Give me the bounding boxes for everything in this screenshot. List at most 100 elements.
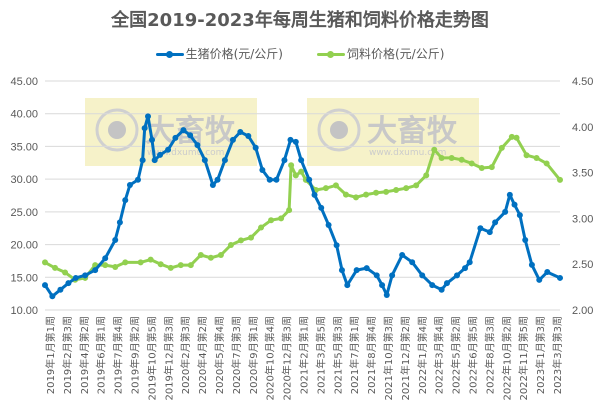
data-point[interactable]	[344, 282, 351, 289]
data-point[interactable]	[209, 182, 216, 189]
data-point[interactable]	[92, 267, 99, 274]
data-point[interactable]	[82, 272, 89, 279]
data-point[interactable]	[528, 261, 535, 268]
data-point[interactable]	[383, 291, 390, 298]
data-point[interactable]	[258, 224, 265, 231]
data-point[interactable]	[221, 157, 228, 164]
data-point[interactable]	[288, 162, 295, 169]
data-point[interactable]	[217, 252, 224, 259]
data-point[interactable]	[557, 274, 563, 281]
data-point[interactable]	[492, 219, 499, 226]
data-point[interactable]	[147, 256, 154, 263]
data-point[interactable]	[477, 225, 484, 232]
data-point[interactable]	[516, 212, 523, 219]
data-point[interactable]	[466, 259, 473, 266]
data-point[interactable]	[112, 263, 119, 270]
data-point[interactable]	[194, 142, 201, 149]
data-point[interactable]	[266, 176, 273, 183]
data-point[interactable]	[429, 282, 436, 289]
data-point[interactable]	[292, 138, 299, 145]
data-point[interactable]	[523, 152, 530, 159]
data-point[interactable]	[197, 252, 204, 259]
data-point[interactable]	[42, 259, 48, 266]
data-point[interactable]	[201, 157, 208, 164]
data-point[interactable]	[502, 208, 509, 215]
data-point[interactable]	[383, 188, 390, 195]
data-point[interactable]	[126, 182, 133, 189]
data-point[interactable]	[62, 269, 69, 276]
data-point[interactable]	[157, 151, 164, 158]
data-point[interactable]	[145, 113, 151, 120]
data-point[interactable]	[544, 269, 551, 276]
data-point[interactable]	[543, 160, 550, 167]
data-point[interactable]	[268, 217, 275, 224]
data-point[interactable]	[172, 134, 179, 141]
data-point[interactable]	[137, 259, 144, 266]
data-point[interactable]	[165, 146, 172, 153]
data-point[interactable]	[248, 234, 254, 241]
data-point[interactable]	[462, 265, 469, 272]
data-point[interactable]	[325, 221, 332, 228]
data-point[interactable]	[393, 187, 400, 194]
data-point[interactable]	[438, 286, 445, 293]
data-point[interactable]	[49, 293, 56, 300]
data-point[interactable]	[338, 267, 345, 274]
data-point[interactable]	[57, 286, 64, 293]
data-point[interactable]	[237, 237, 244, 244]
data-point[interactable]	[207, 254, 214, 261]
data-point[interactable]	[229, 136, 236, 143]
data-point[interactable]	[151, 157, 158, 164]
data-point[interactable]	[409, 259, 416, 266]
data-point[interactable]	[139, 157, 146, 164]
data-point[interactable]	[511, 201, 518, 208]
data-point[interactable]	[281, 157, 288, 164]
data-point[interactable]	[454, 272, 460, 279]
data-point[interactable]	[353, 267, 360, 274]
data-point[interactable]	[513, 134, 520, 141]
data-point[interactable]	[423, 172, 430, 179]
data-point[interactable]	[363, 191, 370, 198]
data-point[interactable]	[227, 241, 234, 248]
data-point[interactable]	[413, 182, 420, 189]
data-point[interactable]	[353, 194, 360, 201]
data-point[interactable]	[373, 272, 380, 279]
data-point[interactable]	[286, 207, 293, 214]
data-point[interactable]	[122, 197, 129, 204]
data-point[interactable]	[112, 236, 119, 243]
data-point[interactable]	[403, 185, 410, 192]
data-point[interactable]	[149, 136, 156, 143]
data-point[interactable]	[486, 229, 493, 236]
data-point[interactable]	[141, 125, 148, 132]
data-point[interactable]	[363, 265, 370, 272]
data-point[interactable]	[508, 133, 515, 140]
data-point[interactable]	[318, 204, 325, 211]
data-point[interactable]	[237, 129, 244, 136]
data-point[interactable]	[306, 176, 313, 183]
data-point[interactable]	[278, 215, 285, 222]
data-point[interactable]	[116, 219, 123, 226]
data-point[interactable]	[214, 176, 221, 183]
data-point[interactable]	[187, 262, 194, 269]
data-point[interactable]	[438, 154, 445, 161]
data-point[interactable]	[102, 262, 109, 269]
data-point[interactable]	[65, 280, 72, 287]
data-point[interactable]	[245, 132, 252, 139]
data-point[interactable]	[536, 276, 543, 283]
data-point[interactable]	[134, 176, 141, 183]
data-point[interactable]	[399, 252, 406, 259]
data-point[interactable]	[122, 259, 129, 266]
data-point[interactable]	[522, 236, 529, 243]
data-point[interactable]	[42, 282, 48, 289]
data-point[interactable]	[419, 272, 426, 279]
data-point[interactable]	[252, 144, 259, 151]
data-point[interactable]	[167, 264, 174, 271]
data-point[interactable]	[157, 261, 164, 268]
data-point[interactable]	[102, 255, 109, 262]
data-point[interactable]	[448, 154, 455, 161]
data-point[interactable]	[311, 191, 318, 198]
data-point[interactable]	[287, 136, 294, 143]
data-point[interactable]	[52, 264, 59, 271]
data-point[interactable]	[177, 262, 184, 269]
data-point[interactable]	[322, 185, 329, 192]
data-point[interactable]	[342, 191, 349, 198]
